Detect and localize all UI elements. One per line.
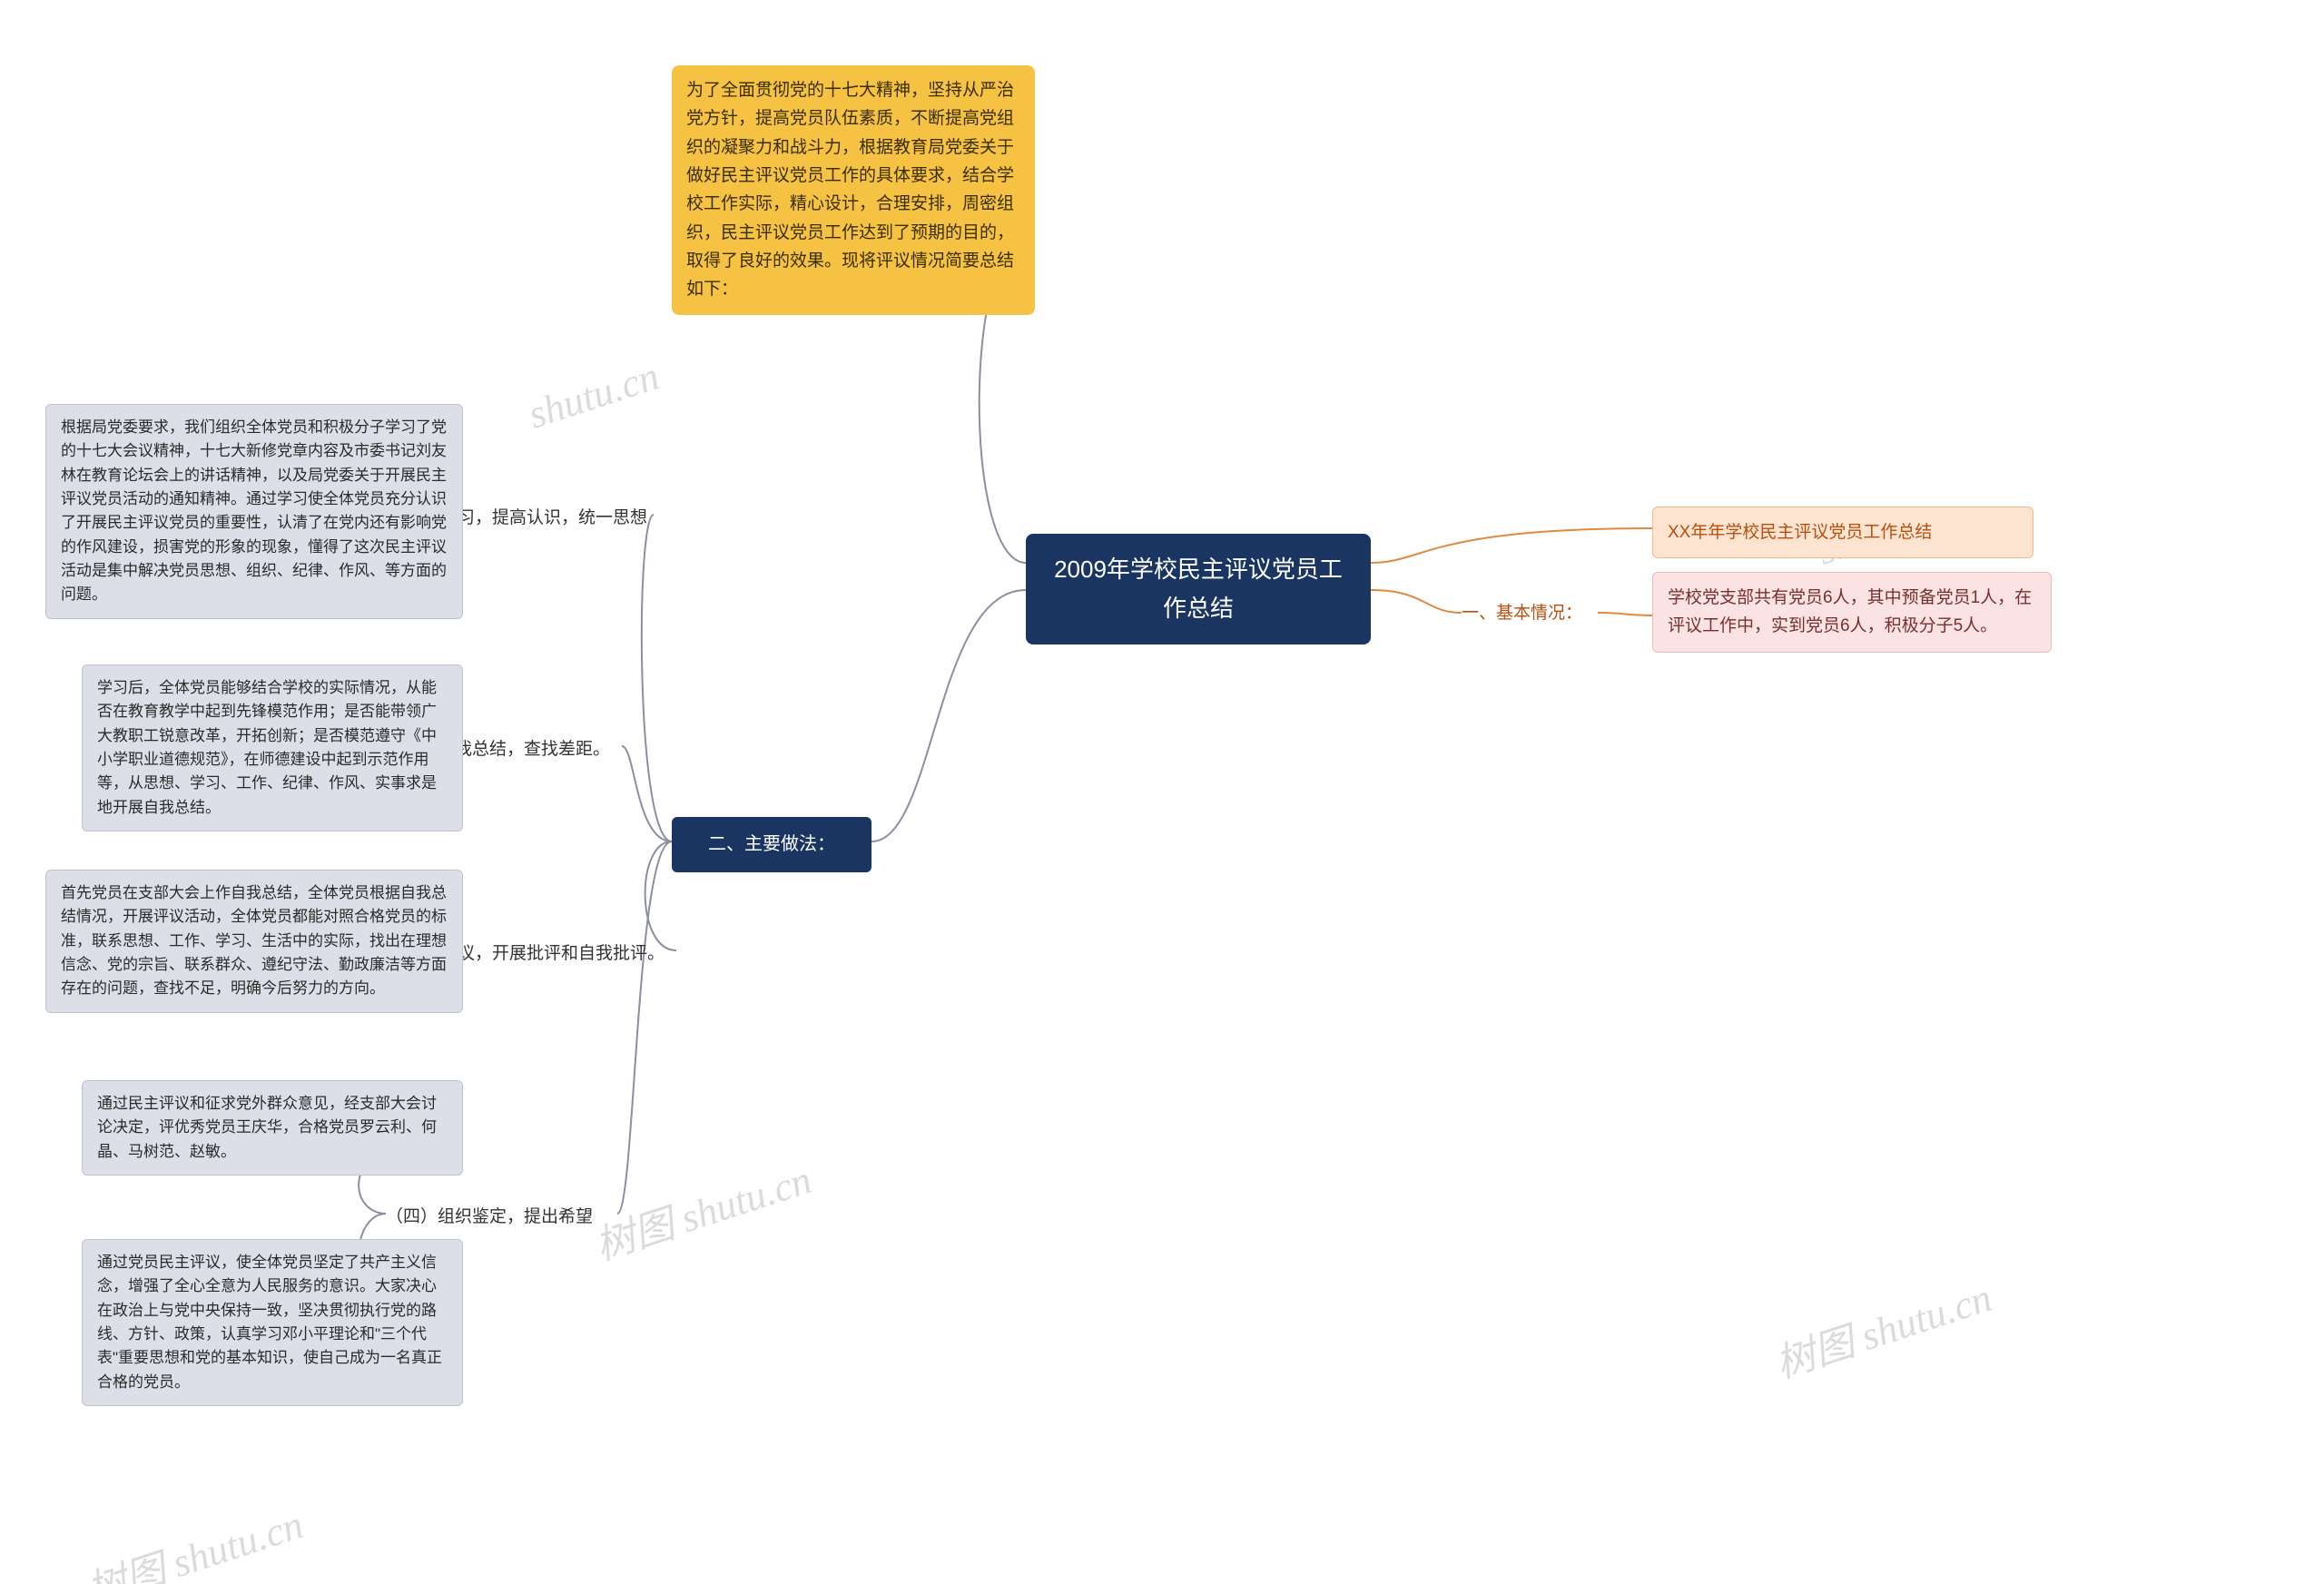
edge <box>617 841 672 1214</box>
section2-node[interactable]: 二、主要做法： <box>672 817 872 872</box>
edge <box>1598 613 1652 615</box>
watermark: 树图 shutu.cn <box>1767 1264 1998 1389</box>
edge <box>872 590 1026 841</box>
edge <box>1371 590 1462 613</box>
watermark: shutu.cn <box>523 352 665 438</box>
edge <box>622 746 672 841</box>
method4-label[interactable]: （四）组织鉴定，提出希望 <box>386 1203 593 1227</box>
method3-body[interactable]: 首先党员在支部大会上作自我总结，全体党员根据自我总结情况，开展评议活动，全体党员… <box>45 870 463 1013</box>
edge <box>642 515 672 841</box>
root-node[interactable]: 2009年学校民主评议党员工作总结 <box>1026 534 1371 644</box>
method2-body[interactable]: 学习后，全体党员能够结合学校的实际情况，从能否在教育教学中起到先锋模范作用；是否… <box>82 664 463 831</box>
watermark: 树图 shutu.cn <box>586 1146 818 1271</box>
watermark: 树图 shutu.cn <box>78 1491 310 1584</box>
method4-body-a[interactable]: 通过民主评议和征求党外群众意见，经支部大会讨论决定，评优秀党员王庆华，合格党员罗… <box>82 1080 463 1176</box>
section1-label[interactable]: 一、基本情况： <box>1462 599 1582 624</box>
edge <box>1371 528 1652 563</box>
section1-body[interactable]: 学校党支部共有党员6人，其中预备党员1人，在评议工作中，实到党员6人，积极分子5… <box>1652 572 2052 653</box>
intro-node[interactable]: 为了全面贯彻党的十七大精神，坚持从严治党方针，提高党员队伍素质，不断提高党组织的… <box>672 65 1035 315</box>
mindmap-canvas: shutu.cn shutu.cn 树图 shutu.cn 树图 shutu.c… <box>0 0 2324 1584</box>
subtitle-node[interactable]: XX年年学校民主评议党员工作总结 <box>1652 507 2034 558</box>
method1-body[interactable]: 根据局党委要求，我们组织全体党员和积极分子学习了党的十七大会议精神，十七大新修党… <box>45 404 463 619</box>
method4-body-b[interactable]: 通过党员民主评议，使全体党员坚定了共产主义信念，增强了全心全意为人民服务的意识。… <box>82 1239 463 1406</box>
